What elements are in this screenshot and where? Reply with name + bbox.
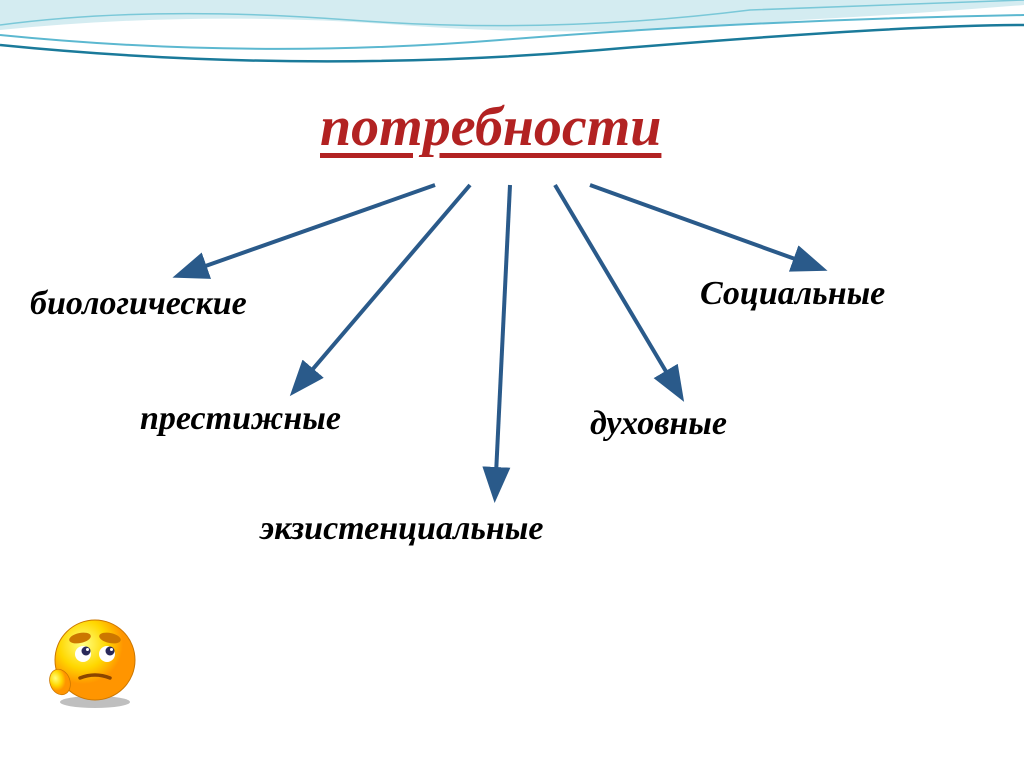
category-label: престижные: [140, 400, 341, 438]
category-label: биологические: [30, 285, 247, 323]
category-label: Социальные: [700, 275, 885, 313]
category-label: духовные: [590, 405, 727, 443]
category-label: экзистенциальные: [260, 510, 544, 548]
thinking-emoji-icon: [45, 610, 145, 710]
diagram-title: потребности: [320, 95, 661, 159]
